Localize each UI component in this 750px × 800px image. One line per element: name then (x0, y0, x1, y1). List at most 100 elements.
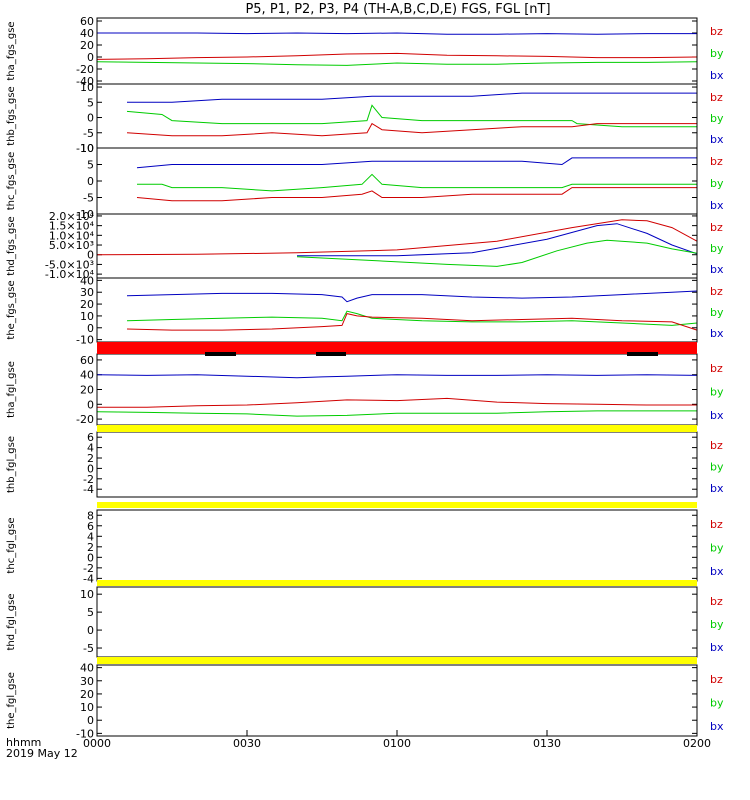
status-bar-3 (97, 580, 697, 586)
y-tick-label: 5.0×10³ (49, 239, 94, 252)
y-tick-label: 20 (80, 384, 94, 397)
legend-bx: bx (710, 327, 724, 340)
status-bar-0 (97, 342, 697, 354)
y-tick-label: -4 (83, 572, 94, 585)
series-line-bz (126, 313, 698, 331)
legend-bx: bx (710, 133, 724, 146)
status-bar-1 (97, 425, 697, 432)
y-tick-label: 60 (80, 15, 94, 28)
series-line-by (96, 61, 698, 66)
y-tick-label: 0 (87, 714, 94, 727)
y-tick-label: 30 (80, 286, 94, 299)
x-tick-label: 0100 (383, 737, 411, 750)
y-tick-label: 4 (87, 530, 94, 543)
time-axis-label: hhmm (6, 736, 41, 749)
time-axis: 0000 0030 0100 0130 0200 (83, 730, 711, 750)
y-tick-label: -2 (83, 562, 94, 575)
legend-bx: bx (710, 263, 724, 276)
y-tick-label: -10 (76, 208, 94, 221)
status-mark-2 (627, 352, 658, 356)
status-bar-2 (97, 502, 697, 508)
y-tick-label: 0 (87, 398, 94, 411)
date-label: 2019 May 12 (6, 747, 78, 760)
panel-thc_fgs_gse: thc_fgs_gse 10 5 0 -5 -10 bz by bx (6, 142, 724, 221)
legend-by: by (710, 47, 724, 60)
y-tick-label: 40 (80, 369, 94, 382)
y-tick-label: 20 (80, 298, 94, 311)
y-axis-label: the_fgl_gse (6, 672, 17, 729)
legend-bz: bz (710, 221, 723, 234)
y-axis-label: thb_fgl_gse (6, 436, 17, 493)
panel-group: tha_fgs_gse 6040200-20-40bzbybxthb_fgs_gs… (6, 15, 724, 740)
y-tick-label: 1.0×10⁴ (49, 229, 95, 242)
y-tick-label: -20 (76, 63, 94, 76)
status-mark-0 (205, 352, 236, 356)
legend-by: by (710, 112, 724, 125)
y-tick-label: 20 (80, 39, 94, 52)
legend-bx: bx (710, 720, 724, 733)
legend-by: by (710, 177, 724, 190)
legend-bz: bz (710, 673, 723, 686)
x-tick-label: 0200 (683, 737, 711, 750)
legend-bz: bz (710, 285, 723, 298)
panel-thd_fgs_gse: thd_fgs_gse 2.0×10⁴1.5×10⁴1.0×10⁴5.0×10³0… (6, 210, 724, 281)
y-tick-label: -2 (83, 473, 94, 486)
y-tick-label: 0 (87, 322, 94, 335)
y-tick-label: -4 (83, 483, 94, 496)
series-line-by (96, 410, 697, 417)
series-line-by (296, 239, 698, 267)
series-line-bz (126, 122, 697, 137)
y-tick-label: -10 (76, 334, 94, 347)
y-axis-label: thc_fgs_gse (6, 152, 17, 211)
y-axis-label: thd_fgl_gse (6, 594, 17, 651)
legend-by: by (710, 386, 724, 399)
legend-bz: bz (710, 518, 723, 531)
legend-bx: bx (710, 482, 724, 495)
x-tick-label: 0000 (83, 737, 111, 750)
y-tick-label: 10 (80, 588, 94, 601)
y-tick-label: 5 (87, 159, 94, 172)
y-axis-label: tha_fgl_gse (6, 361, 17, 418)
y-tick-label: 60 (80, 354, 94, 367)
y-tick-label: 10 (80, 310, 94, 323)
y-tick-label: 0 (87, 551, 94, 564)
legend-bz: bz (710, 362, 723, 375)
y-axis-label: thb_fgs_gse (6, 86, 17, 145)
series-line-bx (97, 32, 697, 35)
chart-title: P5, P1, P2, P3, P4 (TH-A,B,C,D,E) FGS, F… (245, 2, 550, 17)
series-line-bx (297, 223, 698, 257)
series-line-by (126, 310, 698, 326)
series-line-bz (136, 187, 697, 202)
legend-bx: bx (710, 199, 724, 212)
legend-bz: bz (710, 439, 723, 452)
x-tick-label: 0030 (233, 737, 261, 750)
panel-tha_fgl_gse: tha_fgl_gse 60 40 200 -20 bz by bx (6, 353, 724, 426)
legend-bz: bz (710, 595, 723, 608)
series-line-bx (127, 92, 697, 103)
y-axis-label: tha_fgs_gse (6, 21, 17, 80)
y-tick-label: 0 (87, 624, 94, 637)
legend-by: by (710, 460, 724, 473)
y-tick-label: 40 (80, 274, 94, 287)
y-tick-label: 1.5×10⁴ (49, 220, 95, 233)
y-tick-label: 30 (80, 675, 94, 688)
y-tick-label: -10 (76, 142, 94, 155)
series-line-bx (136, 157, 697, 169)
y-tick-label: 40 (80, 662, 94, 675)
y-axis-label: thc_fgl_gse (6, 517, 17, 573)
legend-bx: bx (710, 641, 724, 654)
status-mark-1 (316, 352, 346, 356)
series-line-bz (97, 397, 697, 408)
legend-by: by (710, 618, 724, 631)
y-tick-label: 0 (87, 462, 94, 475)
y-tick-label: 6 (87, 520, 94, 533)
y-tick-label: -40 (76, 75, 94, 88)
y-tick-label: 20 (80, 688, 94, 701)
y-tick-label: 10 (80, 701, 94, 714)
y-tick-label: -5 (83, 127, 94, 140)
series-line-bz (96, 52, 698, 60)
